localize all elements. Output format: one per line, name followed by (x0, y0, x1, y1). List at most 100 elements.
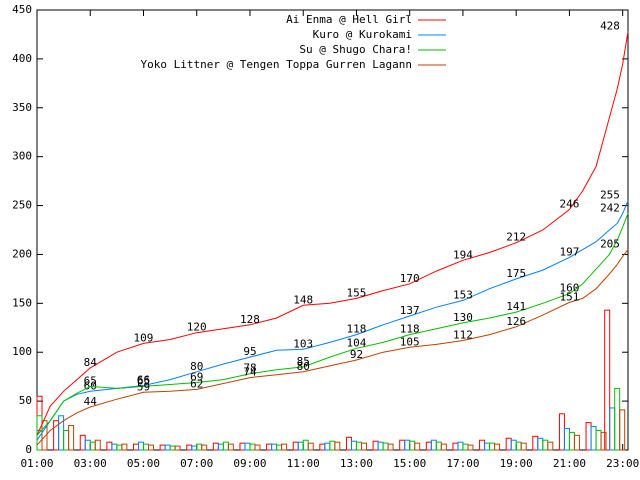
data-label: 44 (84, 395, 98, 408)
series-line (36, 200, 629, 441)
x-tick-label: 05:00 (127, 457, 160, 470)
data-label: 118 (347, 323, 367, 336)
bar (409, 440, 416, 451)
bar (387, 443, 394, 451)
data-label: 205 (600, 238, 620, 251)
data-label: 80 (190, 360, 203, 373)
bar (414, 442, 421, 451)
bar (147, 444, 154, 451)
legend-label: Yoko Littner @ Tengen Toppa Gurren Lagan… (140, 58, 412, 71)
bar (430, 439, 437, 451)
x-tick-label: 19:00 (500, 457, 533, 470)
data-label: 160 (559, 282, 579, 295)
bar (324, 442, 331, 451)
data-label: 103 (293, 337, 313, 350)
x-tick-label: 13:00 (340, 457, 373, 470)
bar (319, 443, 326, 451)
bar (281, 443, 288, 451)
data-label: 197 (559, 245, 579, 258)
bar (563, 427, 570, 451)
legend-label: Ai Enma @ Hell Girl (286, 13, 412, 26)
bar (302, 439, 309, 451)
data-label: 126 (506, 315, 526, 328)
data-label: 242 (600, 201, 620, 214)
y-tick-label: 350 (12, 101, 32, 114)
data-label: 255 (600, 189, 620, 202)
data-label: 65 (137, 374, 150, 387)
bar (462, 443, 469, 451)
bar (345, 436, 352, 451)
bar (106, 441, 113, 451)
bar (505, 437, 512, 451)
data-label: 109 (134, 331, 154, 344)
data-label: 130 (453, 311, 473, 324)
bar (121, 443, 128, 451)
bar (510, 439, 517, 451)
data-label: 137 (400, 304, 420, 317)
data-label: 69 (190, 371, 203, 384)
legend-label: Su @ Shugo Chara! (299, 43, 412, 56)
bar (600, 431, 607, 451)
data-label: 112 (453, 328, 473, 341)
bar (297, 441, 304, 451)
data-label: 246 (559, 197, 579, 210)
bar (159, 444, 166, 451)
bar (435, 441, 442, 451)
x-tick-label: 09:00 (233, 457, 266, 470)
bar (520, 442, 527, 451)
bar (186, 444, 193, 451)
bar (619, 409, 626, 451)
bar (142, 443, 149, 451)
bar (68, 425, 75, 451)
bar (249, 443, 256, 451)
bar (489, 442, 496, 451)
bar (614, 387, 621, 451)
y-tick-label: 200 (12, 247, 32, 260)
bar (457, 441, 464, 451)
data-label: 175 (506, 267, 526, 280)
x-tick-label: 11:00 (287, 457, 320, 470)
bar (222, 441, 229, 451)
y-tick-label: 400 (12, 52, 32, 65)
bar (350, 440, 357, 451)
data-label: 60 (84, 379, 97, 392)
bar (568, 431, 575, 451)
bar (372, 440, 379, 451)
bar (217, 443, 224, 451)
bar (174, 445, 181, 451)
x-tick-label: 01:00 (20, 457, 53, 470)
bar (355, 441, 362, 451)
series-line (36, 213, 629, 436)
bar (201, 444, 208, 451)
series-line (36, 249, 629, 446)
bar (494, 443, 501, 451)
data-label: 105 (400, 335, 420, 348)
bar (467, 444, 474, 451)
bar (79, 434, 86, 451)
bar (382, 442, 389, 451)
x-tick-label: 15:00 (393, 457, 426, 470)
bar (537, 437, 544, 451)
bar (604, 309, 611, 451)
data-label: 84 (84, 356, 98, 369)
bar (479, 439, 486, 451)
bar (334, 441, 341, 451)
bar (89, 441, 96, 451)
data-label: 85 (297, 355, 310, 368)
data-label: 104 (347, 336, 367, 349)
bar (239, 442, 246, 451)
bar (271, 443, 278, 451)
bar (404, 439, 411, 451)
data-label: 141 (506, 300, 526, 313)
x-tick-label: 07:00 (180, 457, 213, 470)
bar (515, 441, 522, 451)
bar (94, 439, 101, 451)
bar (547, 441, 554, 451)
bar (244, 442, 251, 451)
data-label: 148 (293, 293, 313, 306)
plot-frame (36, 9, 629, 451)
data-label: 66 (137, 373, 150, 386)
data-label: 59 (137, 380, 150, 393)
bar (329, 440, 336, 451)
